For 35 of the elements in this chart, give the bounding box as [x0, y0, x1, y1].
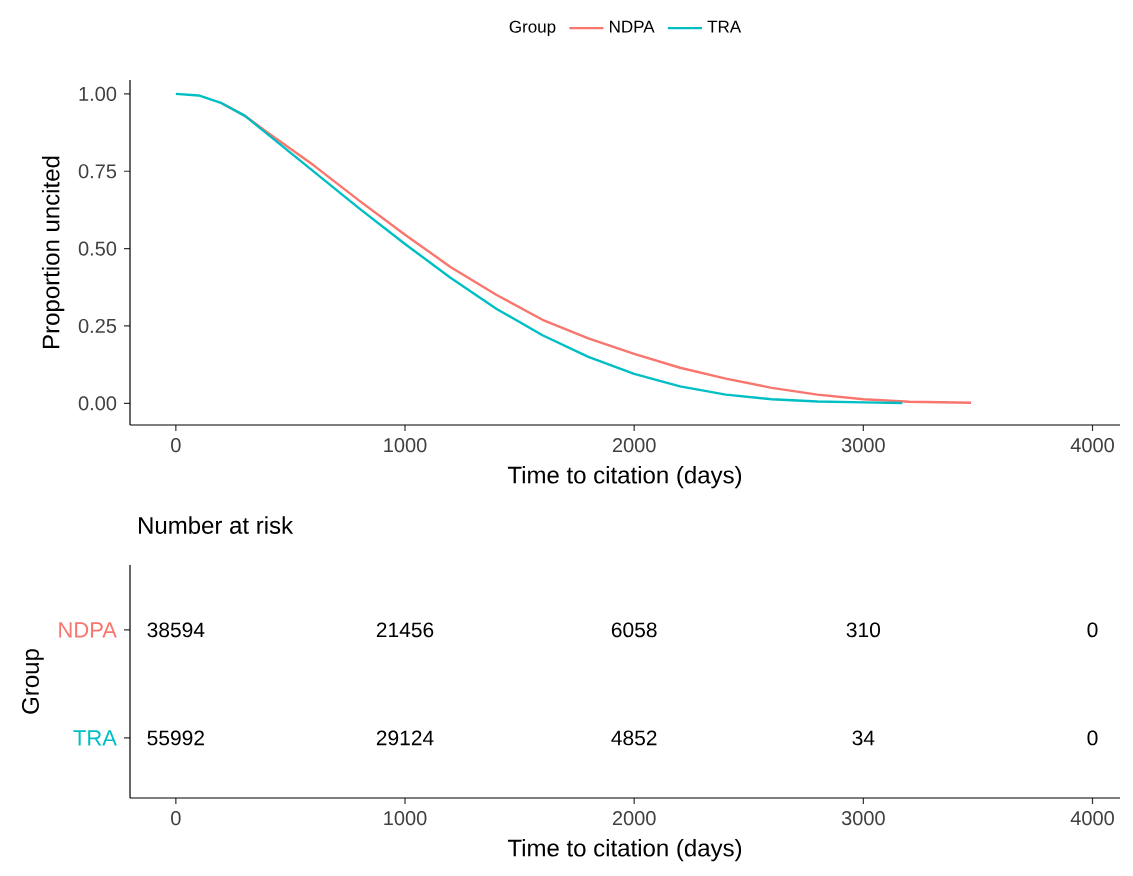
x-axis-title: Time to citation (days): [507, 465, 742, 489]
x-tick-label: 4000: [1070, 438, 1114, 453]
legend-label: TRA: [707, 20, 742, 33]
x-tick-label: 0: [171, 438, 181, 453]
data-label: 4852: [611, 730, 657, 746]
data-label: 0: [1087, 730, 1098, 746]
y-axis-title: Proportion uncited: [41, 156, 65, 348]
data-label: 6058: [611, 622, 657, 638]
data-label: 55992: [147, 730, 204, 746]
y-tick-label: TRA: [73, 730, 117, 746]
data-label: 310: [846, 622, 881, 638]
data-label: 34: [852, 730, 875, 746]
x-tick-label: 1000: [384, 811, 427, 826]
y-tick-label: 0.75: [78, 164, 117, 179]
x-tick-label: 4000: [1070, 811, 1114, 826]
y-tick-label: 0.50: [78, 241, 117, 256]
data-label: 0: [1087, 622, 1098, 638]
y-tick-label: 0.25: [78, 318, 117, 334]
data-label: 21456: [376, 622, 434, 638]
x-tick-label: 2000: [612, 438, 656, 453]
y-tick-label: NDPA: [59, 622, 117, 638]
y-tick-label: 1.00: [79, 86, 117, 101]
x-axis-title: Time to citation (days): [507, 838, 742, 862]
x-tick-label: 0: [171, 811, 181, 826]
x-tick-label: 3000: [841, 438, 885, 453]
y-tick-label: 0.00: [78, 396, 117, 411]
x-tick-label: 2000: [612, 811, 656, 826]
legend-label: NDPA: [610, 20, 655, 33]
x-tick-label: 3000: [841, 811, 885, 826]
legend-title: Group: [509, 20, 556, 37]
x-tick-label: 1000: [384, 438, 427, 453]
data-label: 38594: [147, 622, 205, 638]
chart-title: Number at risk: [139, 516, 294, 534]
y-axis-title: Group: [21, 649, 44, 714]
data-label: 29124: [376, 730, 434, 746]
